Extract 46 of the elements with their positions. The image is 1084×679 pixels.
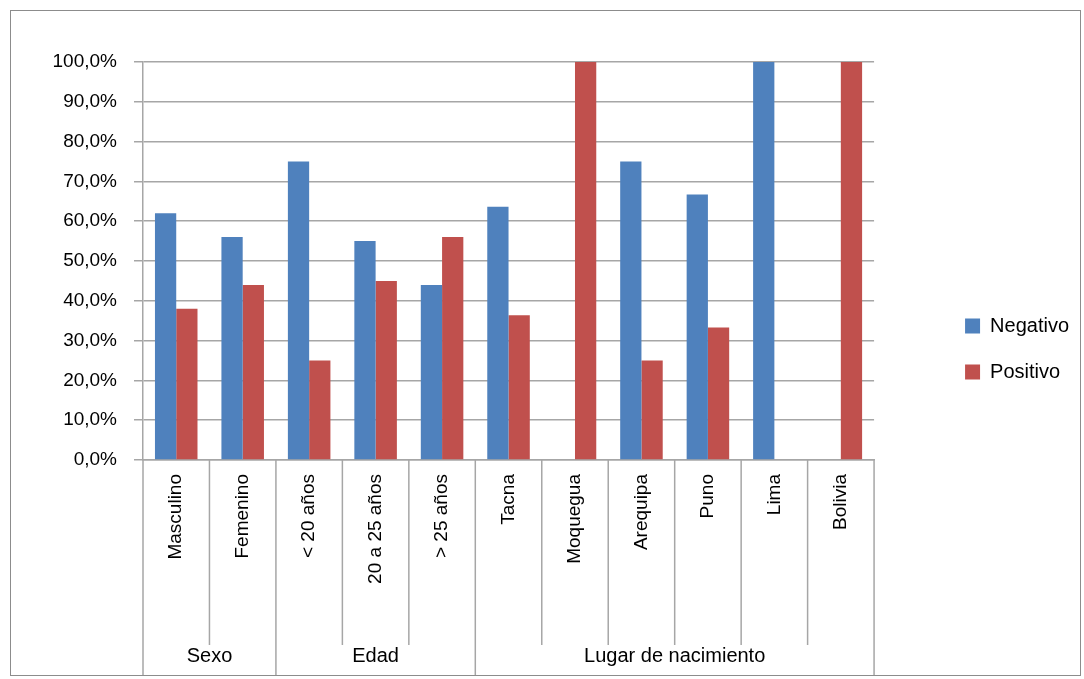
y-tick-label: 30,0% (63, 328, 118, 350)
x-tick-label: 20 a 25 años (363, 474, 385, 584)
bar (176, 308, 198, 460)
bar (154, 213, 177, 460)
bar (442, 237, 464, 460)
y-tick-label: 70,0% (63, 169, 118, 191)
bar (686, 194, 708, 460)
y-tick-label: 20,0% (63, 368, 118, 390)
y-tick-label: 10,0% (63, 408, 118, 430)
x-tick-label: Puno (696, 474, 718, 519)
bar (221, 237, 243, 460)
x-tick-label: Bolivia (829, 473, 851, 530)
legend-label: Positivo (990, 359, 1061, 382)
text: Sexo (186, 643, 233, 666)
bar (574, 62, 597, 460)
bar (287, 161, 310, 460)
bar (354, 241, 376, 460)
text: Edad (352, 643, 399, 666)
y-tick-label: 0,0% (73, 448, 118, 470)
y-tick-label: 100,0% (52, 50, 118, 72)
x-tick-label: Femenino (230, 474, 252, 559)
bar (242, 284, 264, 460)
y-tick-label: 40,0% (63, 289, 118, 311)
bar (753, 62, 775, 460)
y-tick-label: 90,0% (63, 90, 118, 112)
x-tick-label: Lima (762, 473, 784, 516)
bar (707, 327, 730, 460)
x-tick-label: Arequipa (629, 473, 651, 551)
y-tick-label: 80,0% (63, 129, 118, 151)
bar (840, 62, 863, 460)
legend-label: Negativo (990, 313, 1069, 336)
bar (309, 360, 331, 460)
y-tick-label: 50,0% (63, 249, 118, 271)
x-tick-label: Moquegua (563, 473, 585, 564)
bar (641, 360, 663, 460)
x-tick-label: < 20 años (297, 474, 319, 558)
x-tick-label: Tacna (496, 473, 518, 525)
bar (375, 280, 397, 460)
x-tick-label: > 25 años (430, 474, 452, 558)
bar (620, 161, 642, 460)
text: Lugar de nacimiento (584, 643, 766, 666)
bar (487, 206, 509, 460)
bar (508, 315, 530, 460)
y-tick-label: 60,0% (63, 209, 118, 231)
bar (420, 284, 443, 460)
x-tick-label: Masculino (164, 474, 186, 560)
